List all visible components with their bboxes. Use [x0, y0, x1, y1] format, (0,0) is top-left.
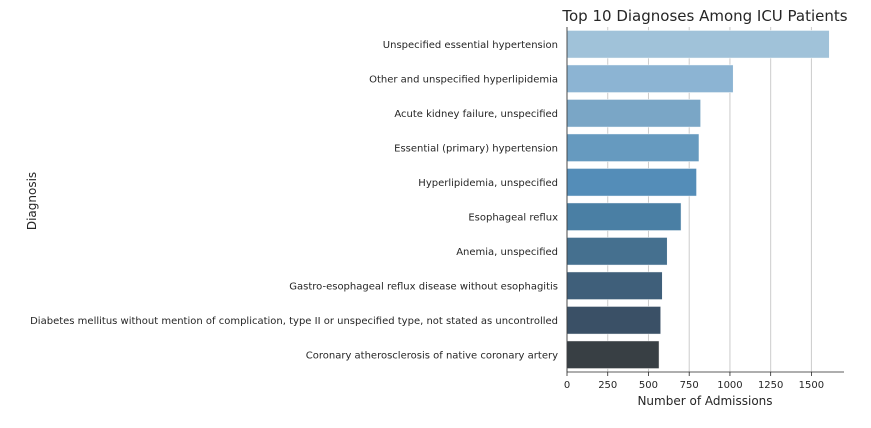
- bar: [566, 202, 682, 231]
- chart-title: Top 10 Diagnoses Among ICU Patients: [561, 7, 847, 25]
- category-label: Anemia, unspecified: [456, 247, 558, 258]
- category-label: Acute kidney failure, unspecified: [394, 109, 558, 120]
- category-label: Other and unspecified hyperlipidemia: [369, 74, 558, 85]
- category-labels: Unspecified essential hypertension Other …: [30, 40, 558, 362]
- category-label: Esophageal reflux: [468, 212, 558, 223]
- category-label: Unspecified essential hypertension: [383, 40, 558, 51]
- x-axis-label: Number of Admissions: [637, 394, 772, 408]
- x-tick-label: 0: [564, 380, 570, 391]
- category-label: Essential (primary) hypertension: [394, 143, 558, 154]
- bar: [566, 271, 663, 300]
- y-axis-label: Diagnosis: [25, 172, 39, 230]
- bar: [566, 168, 697, 197]
- x-tick-label: 1500: [799, 380, 824, 391]
- bar: [566, 30, 830, 59]
- x-tick-label: 250: [598, 380, 617, 391]
- axes: [566, 27, 844, 373]
- x-tick-label: 500: [639, 380, 658, 391]
- bar: [566, 133, 700, 162]
- x-tick-label: 750: [680, 380, 699, 391]
- bar: [566, 340, 660, 369]
- category-label: Hyperlipidemia, unspecified: [418, 178, 558, 189]
- bars: [566, 30, 830, 369]
- bar: [566, 99, 701, 128]
- x-tick-labels: 0 250 500 750 1000 1250 1500: [564, 380, 824, 391]
- category-label: Diabetes mellitus without mention of com…: [30, 316, 558, 327]
- x-tick-label: 1000: [717, 380, 742, 391]
- category-label: Gastro-esophageal reflux disease without…: [289, 281, 558, 292]
- bar: [566, 237, 668, 266]
- x-tick-label: 1250: [758, 380, 783, 391]
- bar: [566, 306, 661, 335]
- category-label: Coronary atherosclerosis of native coron…: [306, 350, 558, 361]
- bar: [566, 64, 734, 93]
